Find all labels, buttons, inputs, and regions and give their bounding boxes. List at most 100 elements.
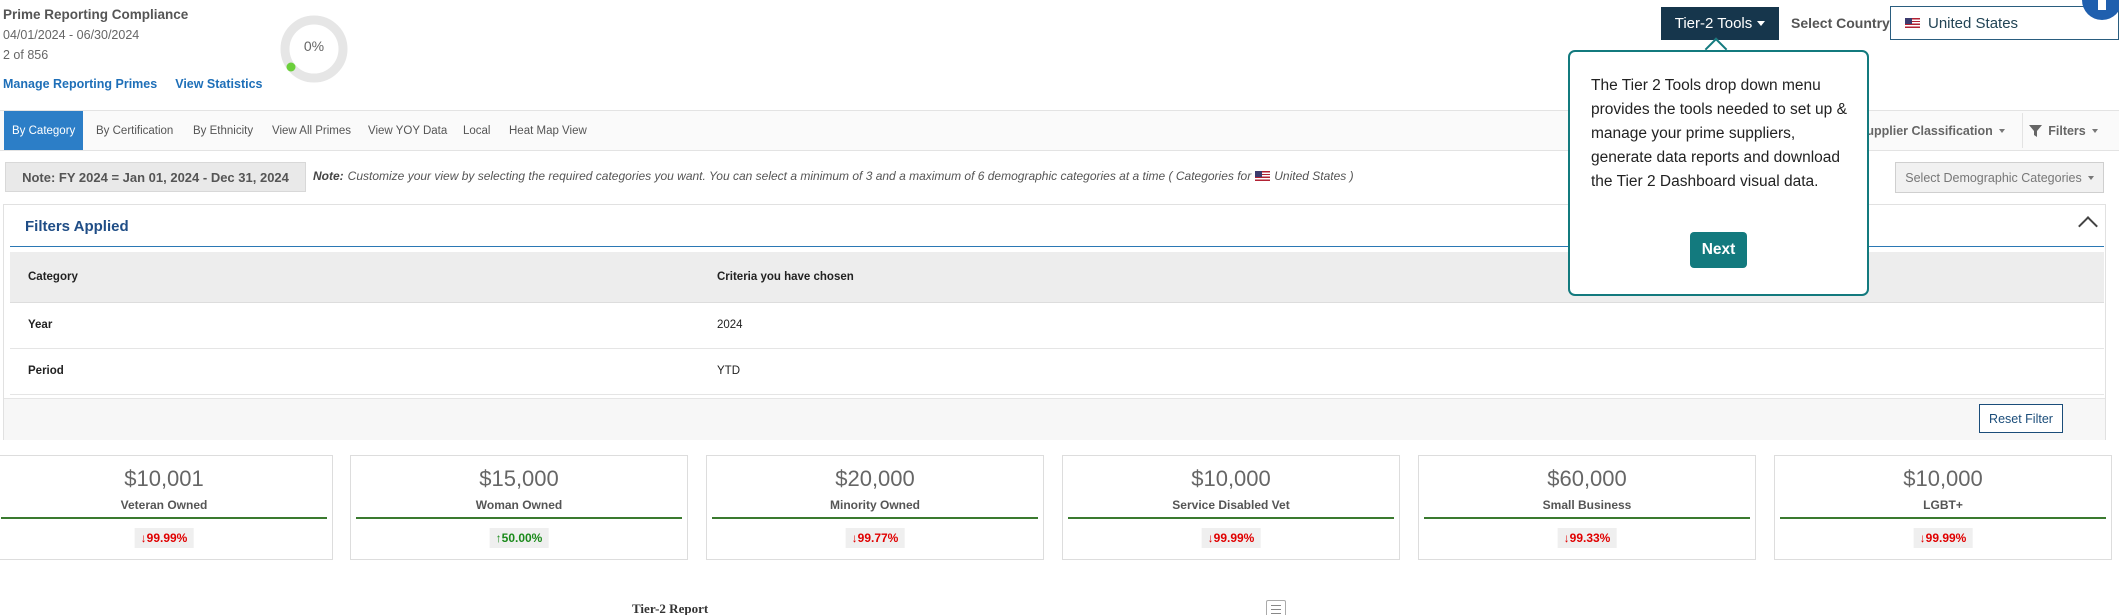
card-label: Woman Owned xyxy=(475,498,563,512)
tier2-report-title: Tier-2 Report xyxy=(632,601,709,615)
tab-local[interactable]: Local xyxy=(463,124,491,137)
tab-heat-map-view[interactable]: Heat Map View xyxy=(509,124,587,137)
card-divider xyxy=(1780,517,2106,519)
arrow-down-icon: ↓ xyxy=(851,531,858,545)
header-links: Manage Reporting Primes View Statistics xyxy=(3,77,263,91)
card-label: Veteran Owned xyxy=(120,498,208,512)
change-value: 99.99% xyxy=(146,531,188,545)
caret-down-icon xyxy=(1998,128,2005,133)
stat-card-minority-owned: $20,000 Minority Owned ↓99.77% xyxy=(706,455,1044,560)
stat-card-small-business: $60,000 Small Business ↓99.33% xyxy=(1418,455,1756,560)
note-prefix: Note: xyxy=(313,169,344,183)
reset-filter-button[interactable]: Reset Filter xyxy=(1979,404,2063,433)
tab-view-yoy-data[interactable]: View YOY Data xyxy=(368,124,448,137)
column-header-category: Category xyxy=(28,271,78,283)
card-change: ↓99.99% xyxy=(1913,528,1973,548)
row-category: Period xyxy=(28,365,64,377)
stat-card-service-disabled-vet: $10,000 Service Disabled Vet ↓99.99% xyxy=(1062,455,1400,560)
card-change: ↑50.00% xyxy=(489,528,549,548)
stat-card-woman-owned: $15,000 Woman Owned ↑50.00% xyxy=(350,455,688,560)
card-value: $10,000 xyxy=(1191,466,1271,491)
card-divider xyxy=(356,517,682,519)
card-change: ↓99.99% xyxy=(134,528,194,548)
card-value: $15,000 xyxy=(479,466,559,491)
donut-marker xyxy=(286,62,296,72)
column-header-criteria: Criteria you have chosen xyxy=(717,271,854,283)
arrow-down-icon: ↓ xyxy=(1563,531,1570,545)
change-value: 99.33% xyxy=(1569,531,1611,545)
card-value: $60,000 xyxy=(1547,466,1627,491)
fiscal-year-note: Note: FY 2024 = Jan 01, 2024 - Dec 31, 2… xyxy=(5,162,306,192)
tab-by-certification[interactable]: By Certification xyxy=(96,124,174,137)
compliance-donut xyxy=(280,15,348,83)
card-change: ↓99.99% xyxy=(1201,528,1261,548)
change-value: 50.00% xyxy=(501,531,543,545)
card-value: $10,001 xyxy=(124,466,204,491)
manage-reporting-primes-link[interactable]: Manage Reporting Primes xyxy=(3,77,158,91)
note-body: Customize your view by selecting the req… xyxy=(347,169,1252,183)
panel-footer: Reset Filter xyxy=(4,398,2105,440)
note-country: United States ) xyxy=(1274,169,1354,183)
row-criteria: 2024 xyxy=(717,319,743,331)
tab-view-all-primes[interactable]: View All Primes xyxy=(272,124,352,137)
supplier-classification-label: Supplier Classification xyxy=(1858,123,1993,138)
card-change: ↓99.77% xyxy=(845,528,905,548)
card-value: $20,000 xyxy=(835,466,915,491)
stat-card-veteran-owned: $10,001 Veteran Owned ↓99.99% xyxy=(0,455,333,560)
table-row: Year 2024 xyxy=(10,303,2104,349)
card-divider xyxy=(712,517,1038,519)
card-value: $10,000 xyxy=(1903,466,1983,491)
supplier-classification-dropdown[interactable]: Supplier Classification xyxy=(1858,111,2005,150)
card-label: LGBT+ xyxy=(1923,498,1963,512)
collapse-chevron-icon[interactable] xyxy=(2078,216,2098,236)
select-country-label: Select Country xyxy=(1791,15,1890,31)
bookmark-icon xyxy=(2098,0,2106,10)
filter-icon xyxy=(2029,124,2043,137)
arrow-down-icon: ↓ xyxy=(1207,531,1214,545)
caret-down-icon xyxy=(1757,21,1766,26)
divider xyxy=(10,246,2104,247)
card-label: Minority Owned xyxy=(830,498,920,512)
tier2-tools-popover: The Tier 2 Tools drop down menu provides… xyxy=(1568,50,1869,296)
change-value: 99.77% xyxy=(857,531,899,545)
demographic-select-label: Select Demographic Categories xyxy=(1905,170,2082,185)
filters-label: Filters xyxy=(2048,123,2086,138)
card-divider xyxy=(1068,517,1394,519)
row-criteria: YTD xyxy=(717,365,740,377)
page-title: Prime Reporting Compliance xyxy=(3,7,189,22)
filters-button[interactable]: Filters xyxy=(2022,113,2104,148)
tab-by-category[interactable]: By Category xyxy=(4,111,84,150)
tab-by-ethnicity[interactable]: By Ethnicity xyxy=(193,124,254,137)
bookmark-button[interactable] xyxy=(2082,0,2119,20)
change-value: 99.99% xyxy=(1213,531,1255,545)
us-flag-icon xyxy=(1905,18,1920,28)
chart-menu-icon[interactable] xyxy=(1266,600,1286,615)
popover-text: The Tier 2 Tools drop down menu provides… xyxy=(1591,77,1847,190)
change-value: 99.99% xyxy=(1925,531,1967,545)
stat-card-lgbt: $10,000 LGBT+ ↓99.99% xyxy=(1774,455,2112,560)
card-label: Small Business xyxy=(1542,498,1632,512)
card-divider xyxy=(1,517,327,519)
prime-count: 2 of 856 xyxy=(3,48,49,62)
tier2-tools-button[interactable]: Tier-2 Tools xyxy=(1661,7,1779,40)
card-divider xyxy=(1424,517,1750,519)
row-category: Year xyxy=(28,319,53,331)
date-range: 04/01/2024 - 06/30/2024 xyxy=(3,28,140,42)
card-change: ↓99.33% xyxy=(1557,528,1617,548)
table-row: Period YTD xyxy=(10,349,2104,395)
tier2-tools-label: Tier-2 Tools xyxy=(1674,15,1753,32)
demographic-categories-select[interactable]: Select Demographic Categories xyxy=(1895,162,2104,193)
country-select[interactable]: United States xyxy=(1890,6,2119,40)
arrow-up-icon: ↑ xyxy=(495,531,502,545)
next-button[interactable]: Next xyxy=(1690,232,1747,268)
country-value: United States xyxy=(1928,14,2019,32)
arrow-down-icon: ↓ xyxy=(1919,531,1926,545)
us-flag-icon xyxy=(1255,171,1271,181)
filters-applied-title: Filters Applied xyxy=(25,218,129,235)
caret-down-icon xyxy=(2087,175,2094,180)
customize-note: Note: Customize your view by selecting t… xyxy=(313,169,1354,183)
caret-down-icon xyxy=(2091,128,2098,133)
view-statistics-link[interactable]: View Statistics xyxy=(175,77,263,91)
arrow-down-icon: ↓ xyxy=(140,531,147,545)
card-label: Service Disabled Vet xyxy=(1172,498,1290,512)
